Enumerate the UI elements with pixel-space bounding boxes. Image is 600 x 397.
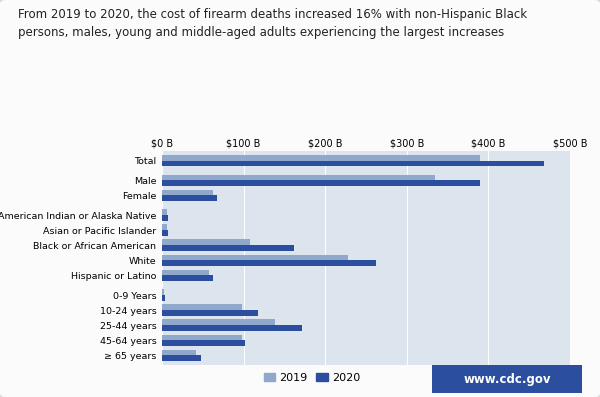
- Bar: [162, 350, 196, 355]
- Text: www.cdc.gov: www.cdc.gov: [463, 373, 551, 385]
- Bar: [162, 276, 212, 281]
- Bar: [162, 289, 164, 295]
- Bar: [162, 325, 302, 331]
- Bar: [162, 355, 201, 361]
- Legend: 2019, 2020: 2019, 2020: [259, 368, 365, 387]
- Bar: [162, 295, 165, 301]
- FancyBboxPatch shape: [425, 364, 589, 395]
- Bar: [162, 190, 212, 195]
- Bar: [162, 209, 167, 215]
- Bar: [162, 310, 258, 316]
- Bar: [162, 180, 480, 186]
- Text: From 2019 to 2020, the cost of firearm deaths increased 16% with non-Hispanic Bl: From 2019 to 2020, the cost of firearm d…: [18, 8, 527, 39]
- Bar: [162, 304, 242, 310]
- Bar: [162, 340, 245, 346]
- Bar: [162, 320, 275, 325]
- Bar: [162, 230, 168, 236]
- Bar: [162, 254, 348, 260]
- Bar: [162, 161, 544, 166]
- Bar: [162, 195, 217, 201]
- Bar: [162, 224, 167, 230]
- Bar: [162, 335, 242, 340]
- Bar: [162, 270, 209, 276]
- Bar: [162, 239, 250, 245]
- Bar: [162, 215, 168, 221]
- Bar: [162, 245, 294, 251]
- Bar: [162, 175, 436, 180]
- Bar: [162, 155, 480, 161]
- Bar: [162, 260, 376, 266]
